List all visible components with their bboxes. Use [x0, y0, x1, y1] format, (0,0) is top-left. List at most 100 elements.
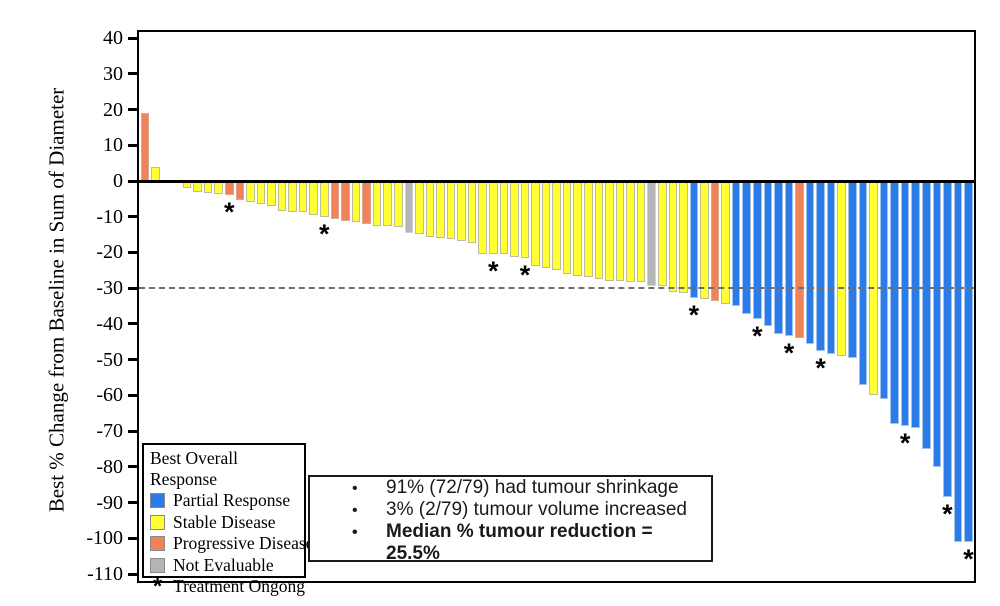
treatment-ongoing-asterisk-icon: * [224, 197, 235, 228]
patient-bar-14-sd [277, 181, 287, 211]
y-tick-mark [128, 72, 137, 76]
patient-bar-28-sd [425, 181, 435, 237]
y-tick-label: -60 [96, 384, 123, 407]
patient-bar-51-sd [668, 181, 678, 292]
legend-title: Best Overall Response [150, 448, 238, 489]
y-axis-title: Best % Change from Baseline in Sum of Di… [44, 87, 69, 513]
patient-bar-76-pr [932, 181, 942, 467]
stat-line-shrinkage: • 91% (72/79) had tumour shrinkage [352, 477, 711, 499]
y-axis-ticks-layer: 40 30 20 10 0 -10 -20 -30 -40 -50 -60 -70 -80 -90 -100… [86, 27, 974, 585]
patient-bar-69-pr [858, 181, 868, 385]
patient-bar-67-sd [837, 181, 847, 357]
patient-bar-61-pr [774, 181, 783, 334]
patient-bar-35-sd [499, 181, 509, 255]
patient-bar-22-pd [362, 181, 371, 224]
y-tick-label: -30 [96, 277, 123, 300]
patient-bar-75-pr [921, 181, 931, 449]
patient-bar-34-sd [488, 181, 498, 255]
treatment-ongoing-asterisk-icon: * [815, 352, 826, 383]
patient-bar-37-sd [520, 181, 530, 258]
legend-item-label: Not Evaluable [173, 554, 274, 575]
patient-bar-31-sd [457, 181, 466, 242]
stat-line-median: • Median % tumour reduction = 25.5% [352, 521, 711, 565]
patient-bar-48-sd [636, 181, 646, 283]
asterisk-icon: * [152, 573, 163, 601]
patient-bar-25-sd [393, 181, 403, 228]
patient-bar-78-pr [953, 181, 963, 542]
treatment-ongoing-asterisk-icon: * [752, 320, 763, 351]
treatment-ongoing-asterisk-icon: * [519, 259, 531, 290]
y-tick-mark [128, 536, 137, 540]
legend-item-progressive-disease: Progressive Disease [150, 533, 313, 555]
treatment-ongoing-asterisk-icon: * [488, 256, 499, 287]
zero-baseline-line [139, 180, 974, 183]
patient-bar-65-pr [816, 181, 825, 351]
legend-item-label: Treatment Ongong [173, 576, 306, 597]
patient-bar-77-pr [943, 181, 952, 498]
patient-bar-10-pd [235, 181, 245, 200]
treatment-ongoing-asterisk-icon: * [942, 499, 953, 530]
patient-bar-32-sd [467, 181, 477, 243]
y-tick-mark [128, 501, 137, 505]
patient-bar-46-sd [615, 181, 625, 282]
patient-bar-64-pr [805, 181, 815, 344]
progressive-disease-swatch [150, 536, 165, 552]
patient-bar-19-pd [330, 181, 340, 219]
patient-bar-1-pd [140, 113, 150, 181]
legend-item-partial-response: Partial Response [150, 490, 299, 512]
patient-bar-50-sd [657, 181, 667, 287]
y-tick-label: -90 [96, 491, 123, 514]
bullet-icon: • [352, 480, 358, 497]
patient-bar-44-sd [594, 181, 604, 279]
reference-line-minus-30 [139, 287, 974, 290]
patient-bar-43-sd [584, 181, 593, 278]
stat-text: 91% (72/79) had tumour shrinkage [386, 477, 679, 498]
treatment-ongoing-asterisk-icon: * [963, 543, 974, 574]
y-tick-mark [128, 108, 137, 112]
partial-response-swatch [150, 493, 165, 509]
stat-text: 3% (2/79) tumour volume increased [386, 499, 687, 520]
y-tick-mark [128, 572, 137, 576]
patient-bar-29-sd [436, 181, 445, 238]
stats-annotation-box: • 91% (72/79) had tumour shrinkage • 3% … [308, 475, 713, 565]
y-tick-label: -10 [96, 205, 123, 228]
treatment-ongoing-asterisk-icon: * [783, 338, 795, 369]
legend-item-label: Partial Response [173, 490, 291, 511]
patient-bar-15-sd [288, 181, 297, 213]
patient-bar-9-pd [224, 181, 234, 196]
patient-bar-52-sd [679, 181, 688, 293]
patient-bar-26-ne [404, 181, 414, 233]
patient-bar-21-sd [351, 181, 361, 222]
legend-item-label: Progressive Disease [173, 533, 314, 554]
y-tick-mark [128, 179, 137, 183]
patient-bar-40-sd [552, 181, 561, 270]
patient-bar-47-sd [626, 181, 635, 282]
patient-bar-42-sd [573, 181, 583, 276]
stable-disease-swatch [150, 514, 165, 530]
patient-bar-36-sd [510, 181, 519, 257]
bullet-icon: • [352, 502, 358, 519]
patient-bar-13-sd [267, 181, 276, 206]
treatment-ongoing-asterisk-icon: * [319, 218, 330, 249]
y-tick-mark [128, 250, 137, 254]
y-tick-label: 30 [103, 62, 123, 85]
patient-bar-24-sd [383, 181, 392, 227]
y-tick-mark [128, 143, 137, 147]
y-tick-label: 10 [103, 134, 123, 157]
legend-item-not-evaluable: Not Evaluable [150, 555, 299, 577]
patient-bar-73-pr [900, 181, 910, 426]
y-tick-label: -20 [96, 241, 123, 264]
patient-bar-27-sd [415, 181, 424, 234]
patient-bar-59-pr [752, 181, 762, 319]
y-tick-mark [128, 358, 137, 362]
y-tick-mark [128, 36, 137, 40]
patient-bar-60-pr [763, 181, 773, 326]
y-tick-label: 40 [103, 27, 123, 50]
patient-bar-54-sd [700, 181, 709, 299]
patient-bar-33-sd [478, 181, 487, 254]
legend-item-label: Stable Disease [173, 511, 276, 532]
patient-bar-11-sd [246, 181, 255, 202]
patient-bar-45-sd [605, 181, 614, 282]
patient-bar-58-pr [742, 181, 751, 314]
